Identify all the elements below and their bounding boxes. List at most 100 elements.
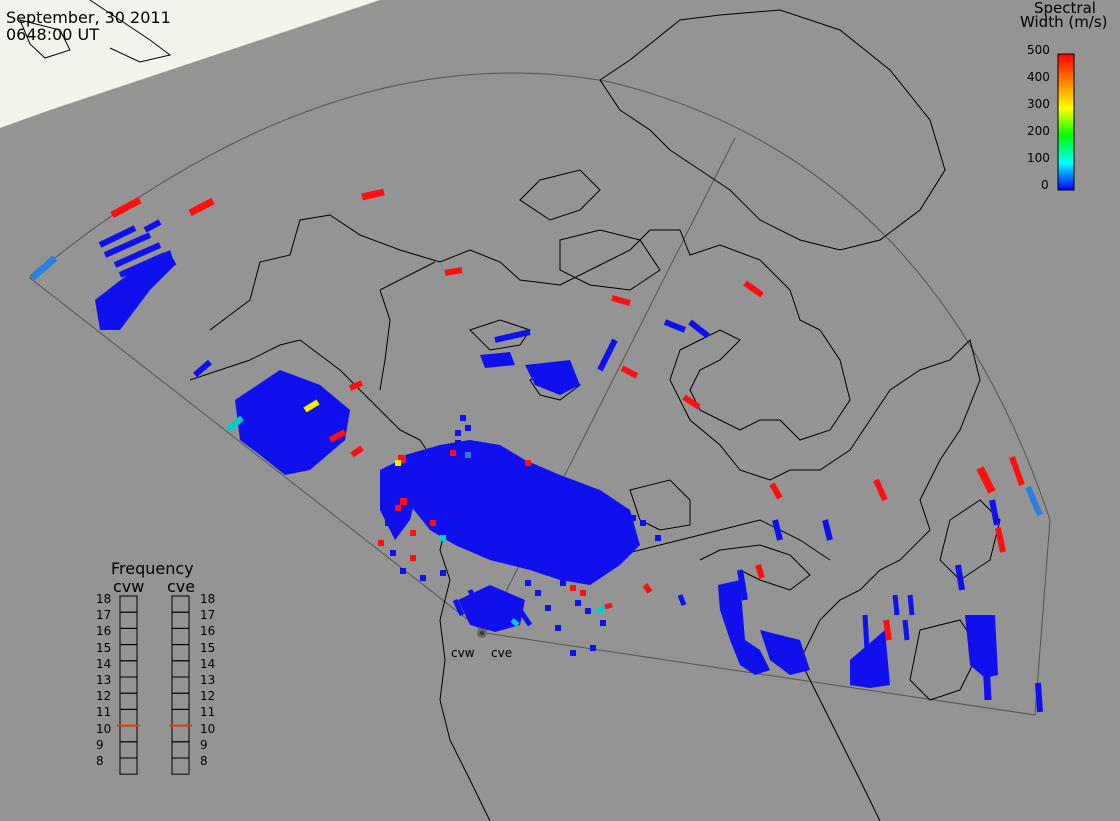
- frequency-cell: [171, 757, 190, 775]
- echo-segment: [350, 445, 364, 458]
- colorbar-tick-label: 400: [1027, 70, 1050, 84]
- echo-cell: [460, 415, 466, 421]
- echo-cell: [440, 570, 446, 576]
- colorbar-tick-label: 500: [1027, 43, 1050, 57]
- frequency-tick-right: 11: [200, 705, 216, 720]
- echo-patch: [380, 455, 420, 540]
- frequency-tick-left: 17: [96, 608, 112, 623]
- frequency-cell: [119, 741, 138, 759]
- echo-segment: [494, 329, 531, 343]
- colorbar-title-2: Width (m/s): [1020, 13, 1108, 31]
- frequency-scales: [117, 595, 192, 775]
- echo-far-west-cluster: [95, 250, 175, 330]
- echo-segment: [348, 380, 364, 391]
- echo-segment: [113, 242, 162, 268]
- echo-cell: [410, 530, 416, 536]
- echo-segment: [611, 295, 631, 306]
- echo-cell: [465, 425, 471, 431]
- echo-segment: [892, 594, 900, 616]
- colorbar-tick-label: 300: [1027, 97, 1050, 111]
- echo-cell: [420, 575, 426, 581]
- echo-cell: [380, 475, 386, 481]
- frequency-tick-right: 14: [200, 656, 216, 671]
- frequency-cell: [119, 627, 138, 646]
- frequency-radar-left-label: cvw: [113, 577, 145, 596]
- echo-cell: [395, 460, 401, 466]
- frequency-cell: [171, 708, 190, 727]
- echo-cell: [545, 478, 551, 484]
- echo-segment: [755, 564, 765, 579]
- frequency-cell: [119, 676, 138, 694]
- echo-segment: [128, 259, 177, 288]
- echo-segment: [873, 478, 888, 502]
- echo-segment: [517, 608, 533, 627]
- frequency-tick-left: 18: [96, 592, 112, 606]
- echo-segment: [597, 338, 618, 372]
- frequency-cell: [119, 757, 138, 775]
- echo-segment: [444, 267, 463, 276]
- echo-segment: [361, 188, 385, 201]
- frequency-tick-right: 8: [200, 754, 208, 768]
- frequency-tick-left: 8: [96, 754, 104, 768]
- echo-cell: [400, 568, 406, 574]
- echo-cell: [630, 515, 636, 521]
- echo-cell: [390, 550, 396, 556]
- frequency-cell: [119, 708, 138, 727]
- echo-segment: [822, 519, 833, 541]
- daylight-land-coast: [89, 0, 172, 63]
- echo-cell: [525, 460, 531, 466]
- echo-segment: [772, 519, 783, 541]
- echo-cell: [430, 520, 436, 526]
- echo-cell: [575, 600, 581, 606]
- echo-east-band: [718, 580, 770, 675]
- echo-segment: [677, 594, 687, 606]
- colorbar-tick-label: 0: [1041, 178, 1049, 192]
- echo-patch: [850, 630, 890, 688]
- echo-segment: [1035, 682, 1043, 713]
- echo-segment: [955, 564, 965, 591]
- frequency-cell: [171, 627, 190, 646]
- frequency-radar-right-label: cve: [167, 577, 196, 596]
- frequency-cell: [171, 692, 190, 710]
- echo-segment: [29, 255, 58, 281]
- radar-west-label: cvw: [451, 646, 475, 660]
- echo-segment: [503, 603, 522, 620]
- echo-segment: [193, 359, 212, 378]
- echo-cell: [440, 535, 446, 541]
- echo-segment: [143, 219, 162, 233]
- echo-cell: [590, 645, 596, 651]
- frequency-tick-left: 13: [96, 673, 112, 687]
- frequency-tick-left: 9: [96, 737, 104, 752]
- echo-cell: [585, 608, 591, 614]
- echo-segment: [688, 319, 710, 339]
- colorbar-title-1: Spectral: [1034, 0, 1096, 17]
- daylight-land-greenland-coast: [19, 19, 71, 59]
- radar-sites: [477, 628, 487, 638]
- echo-segment: [98, 225, 137, 248]
- echo-segment: [981, 639, 992, 701]
- echo-cell: [560, 580, 566, 586]
- echo-mid-cluster: [525, 360, 580, 395]
- frequency-tick-right: 10: [200, 721, 216, 736]
- frequency-cell: [171, 741, 190, 759]
- radar-site-marker-core: [480, 631, 484, 635]
- echo-segment: [902, 619, 910, 641]
- frequency-tick-left: 11: [96, 705, 112, 720]
- echo-cell: [545, 605, 551, 611]
- echo-segment: [1025, 485, 1043, 517]
- frequency-tick-right: 16: [200, 624, 216, 639]
- echo-segment: [452, 598, 465, 617]
- frequency-title: Frequency: [111, 559, 194, 578]
- echo-segment: [989, 499, 1000, 526]
- frequency-cell: [171, 660, 190, 678]
- echo-cell: [410, 490, 416, 496]
- echo-cell: [535, 590, 541, 596]
- echo-cell: [570, 585, 576, 591]
- colorbar: [1057, 53, 1075, 191]
- echo-segment: [883, 619, 892, 641]
- frequency-tick-left: 15: [96, 640, 112, 655]
- echo-cell: [410, 555, 416, 561]
- date-label: September, 30 2011: [6, 8, 171, 27]
- echo-segment: [743, 280, 764, 298]
